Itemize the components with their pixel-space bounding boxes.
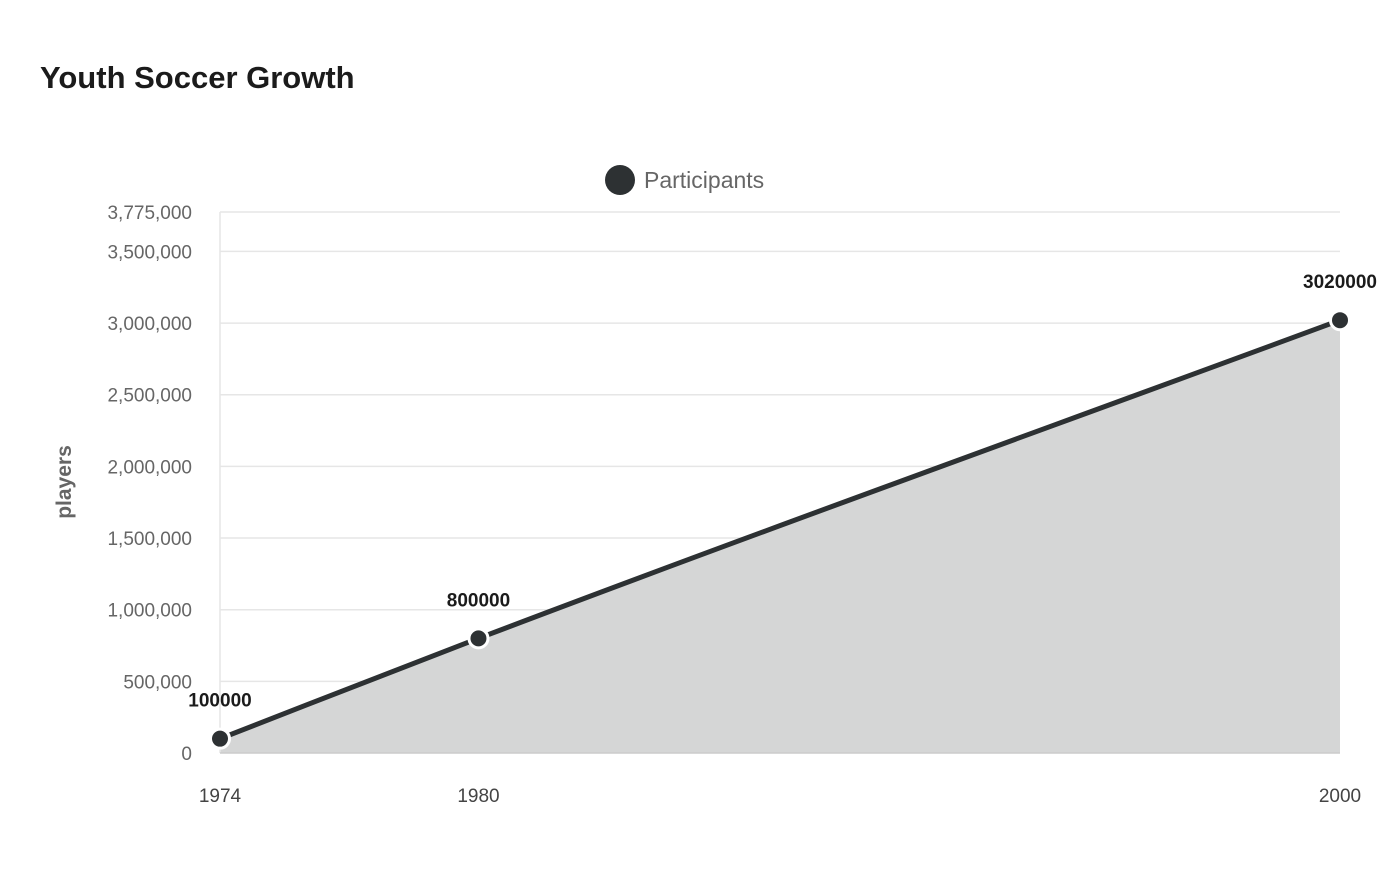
data-point[interactable] <box>209 727 231 750</box>
x-tick-label: 1974 <box>199 786 242 807</box>
legend[interactable]: Participants <box>605 165 764 195</box>
data-labels: 100000 800000 3020000 <box>188 272 1377 711</box>
y-tick-label: 3,775,000 <box>107 203 192 224</box>
data-label: 800000 <box>447 590 510 611</box>
y-tick-label: 2,000,000 <box>107 457 192 478</box>
y-tick-label: 1,000,000 <box>107 601 192 622</box>
y-tick-labels: 0 500,000 1,000,000 1,500,000 2,000,000 2,500… <box>107 203 192 765</box>
y-tick-label: 1,500,000 <box>107 529 192 550</box>
y-tick-label: 2,500,000 <box>107 386 192 407</box>
data-label: 100000 <box>188 691 251 712</box>
series-line-participants <box>219 317 1341 741</box>
x-tick-label: 2000 <box>1319 786 1361 807</box>
y-axis-title: players <box>53 445 76 519</box>
data-points <box>209 309 1351 750</box>
y-tick-label: 500,000 <box>123 672 192 693</box>
legend-label[interactable]: Participants <box>644 167 764 193</box>
legend-swatch-icon[interactable] <box>605 165 635 195</box>
data-label: 3020000 <box>1303 272 1377 293</box>
data-point[interactable] <box>467 627 490 650</box>
x-tick-label: 1980 <box>457 786 499 807</box>
data-point[interactable] <box>1329 309 1351 332</box>
chart-title: Youth Soccer Growth <box>40 60 355 95</box>
y-tick-label: 0 <box>181 744 192 765</box>
x-tick-labels: 1974 1980 2000 <box>199 786 1361 807</box>
y-tick-label: 3,000,000 <box>107 314 192 335</box>
area-fill <box>220 320 1340 753</box>
y-tick-label: 3,500,000 <box>107 242 192 263</box>
